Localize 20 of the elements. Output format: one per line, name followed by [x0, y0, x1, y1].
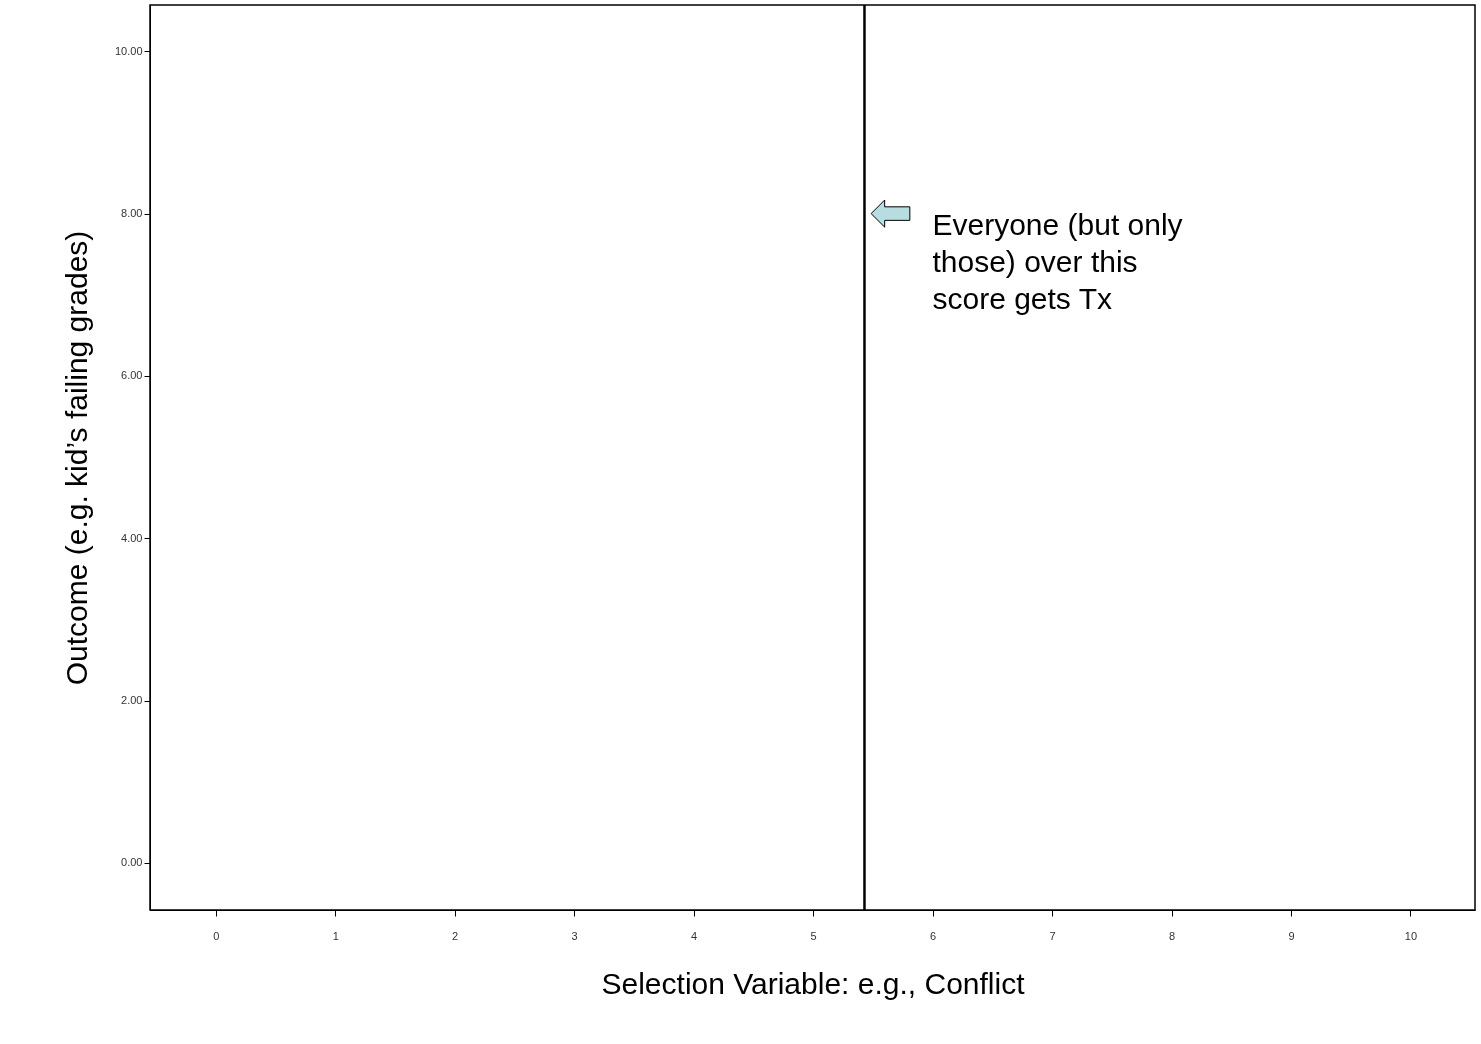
y-axis-title: Outcome (e.g. kid’s failing grades)	[59, 230, 93, 686]
x-tick-label: 5	[810, 929, 817, 942]
annotation: Everyone (but only those) over this score gets Tx	[932, 207, 1183, 315]
x-tick-label: 7	[1049, 929, 1056, 942]
y-tick-label: 0.00	[121, 856, 143, 869]
x-tick-label: 10	[1404, 929, 1418, 942]
x-tick-label: 3	[571, 929, 578, 942]
x-axis-title: Selection Variable: e.g., Conflict	[601, 966, 1026, 1000]
x-tick-label: 4	[691, 929, 698, 942]
x-tick-label: 1	[332, 929, 339, 942]
y-tick-label: 10.00	[114, 44, 143, 57]
y-tick-label: 2.00	[121, 694, 143, 707]
x-tick-label: 2	[452, 929, 459, 942]
y-tick-label: 6.00	[121, 369, 143, 382]
y-tick-label: 4.00	[121, 531, 143, 544]
x-tick-label: 8	[1168, 929, 1176, 942]
x-tick-label: 6	[930, 929, 937, 942]
x-tick-label: 9	[1288, 929, 1295, 942]
x-tick-label: 0	[213, 929, 220, 942]
y-tick-label: 8.00	[121, 207, 143, 220]
